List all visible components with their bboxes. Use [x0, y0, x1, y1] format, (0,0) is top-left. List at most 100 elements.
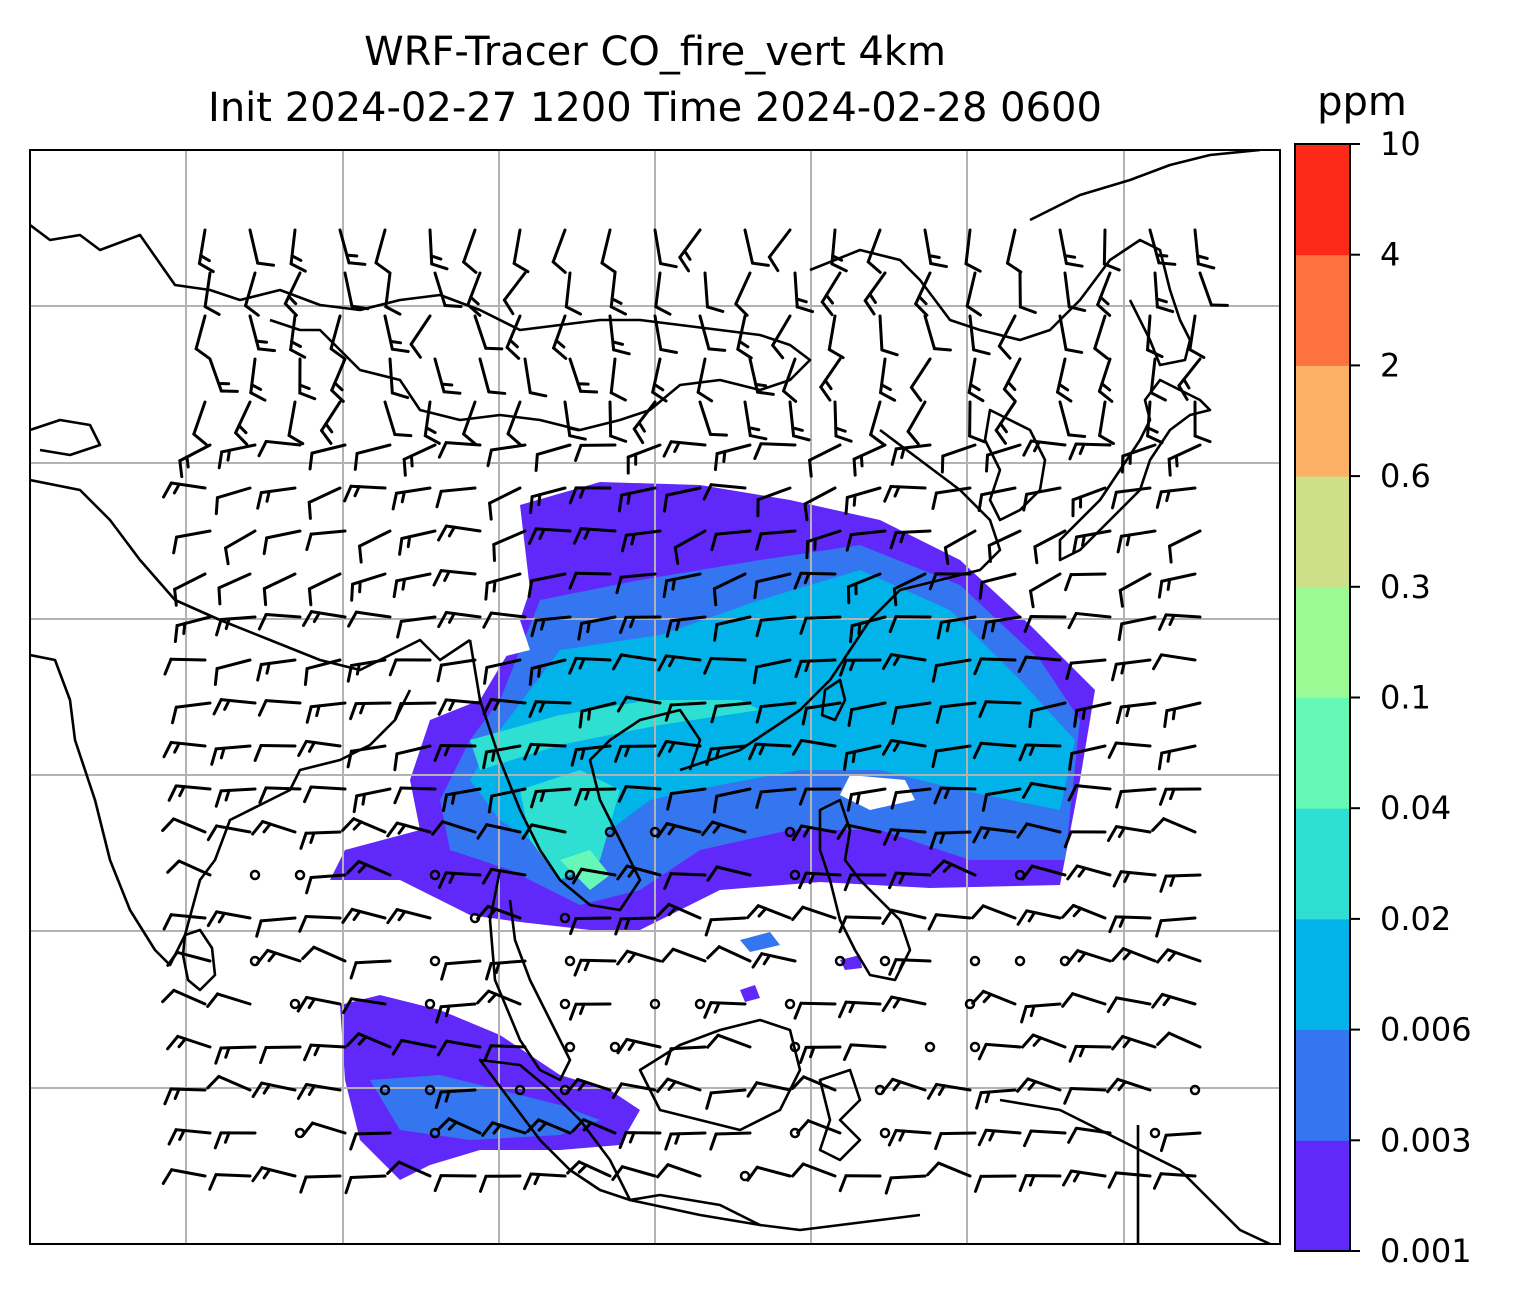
wind-barb: [1029, 1129, 1067, 1135]
wind-barb-flag: [587, 707, 592, 721]
wind-barb-flag: [429, 254, 443, 261]
wind-barb: [174, 701, 212, 709]
wind-barb: [669, 872, 707, 877]
wind-barb-flag: [796, 1119, 810, 1135]
wind-barb: [309, 1043, 347, 1049]
wind-barb-flag: [433, 1174, 443, 1193]
wind-barb-flag: [217, 450, 224, 470]
wind-barb: [580, 701, 617, 713]
wind-barb: [819, 357, 842, 389]
wind-barb: [984, 700, 1022, 705]
wind-barb: [890, 995, 927, 1006]
wind-barb-flag: [1072, 1170, 1081, 1183]
wind-barb-flag: [485, 962, 493, 981]
wind-barb-flag: [312, 611, 321, 624]
wind-barb: [716, 1033, 752, 1049]
wind-barb-flag: [208, 1173, 218, 1191]
wind-barb-flag: [443, 744, 451, 757]
wind-barb-flag: [654, 305, 672, 316]
wind-barb-flag: [1111, 947, 1125, 962]
wind-barb-flag: [568, 656, 578, 675]
wind-barb-flag: [173, 1087, 181, 1100]
wind-barb: [579, 867, 617, 877]
wind-barb-flag: [1102, 262, 1121, 272]
wind-barb: [307, 572, 342, 591]
wind-barb-flag: [667, 741, 676, 753]
wind-barb: [249, 357, 257, 395]
wind-barb: [850, 615, 887, 628]
wind-barb-flag: [568, 1002, 578, 1021]
wind-barb-flag: [570, 748, 578, 767]
wind-barb: [800, 824, 837, 834]
wind-barb-flag: [307, 740, 316, 753]
wind-barb: [530, 658, 567, 670]
wind-barb: [624, 695, 662, 705]
wind-barb: [1159, 486, 1197, 494]
wind-barb: [259, 486, 297, 495]
wind-barb-flag: [251, 820, 265, 836]
wind-barb-flag: [972, 348, 991, 356]
wind-barb: [244, 271, 257, 308]
wind-barb-flag: [329, 347, 346, 360]
wind-barb: [619, 653, 657, 662]
wind-barb: [512, 228, 522, 265]
wind-barb-flag: [616, 695, 628, 713]
wind-barb: [173, 572, 207, 591]
wind-barb-flag: [178, 459, 184, 479]
wind-barb: [987, 529, 1022, 547]
wind-barb-flag: [710, 704, 718, 724]
wind-barb: [217, 572, 252, 590]
wind-barb-flag: [577, 1163, 588, 1174]
wind-barb-flag: [678, 255, 691, 273]
wind-barb-flag: [255, 339, 269, 344]
wind-barb: [357, 1032, 392, 1049]
wind-barb: [310, 1121, 347, 1135]
wind-barb-flag: [1018, 743, 1028, 762]
wind-barb: [632, 400, 657, 431]
wind-barb: [310, 443, 347, 455]
wind-barb: [717, 945, 752, 963]
wind-barb: [265, 529, 302, 540]
wind-barb-flag: [166, 1034, 180, 1051]
wind-barb-flag: [893, 485, 901, 498]
wind-barb-flag: [880, 383, 892, 392]
wind-barb-flag: [262, 536, 269, 556]
wind-barb-flag: [1021, 1033, 1035, 1049]
wind-barb: [1075, 529, 1112, 539]
wind-barb: [756, 904, 792, 920]
wind-barb-flag: [313, 1044, 321, 1057]
wind-barb-flag: [162, 481, 173, 499]
wind-barb-flag: [217, 586, 222, 606]
wind-barb-flag: [406, 535, 412, 549]
wind-barb-flag: [940, 454, 945, 474]
wind-barb-flag: [909, 385, 923, 402]
wind-barb-flag: [931, 663, 938, 683]
wind-barb: [845, 823, 882, 834]
wind-barb: [259, 658, 297, 667]
wind-barb: [939, 786, 977, 791]
wind-barb: [799, 738, 837, 748]
wind-barb: [788, 400, 796, 438]
wind-barb-flag: [994, 428, 1007, 445]
wind-barb: [608, 314, 616, 352]
wind-barb-flag: [307, 997, 316, 1009]
wind-barb-flag: [386, 821, 399, 838]
wind-barb: [330, 357, 347, 392]
wind-barb-flag: [791, 738, 803, 756]
wind-barb-flag: [1122, 1037, 1132, 1049]
wind-barb-flag: [795, 297, 808, 304]
wind-barb-flag: [206, 910, 219, 928]
wind-barb-flag: [206, 1074, 221, 1090]
wind-barb-flag: [1167, 457, 1172, 477]
wind-barb: [803, 486, 837, 506]
wind-barb-flag: [657, 654, 668, 672]
wind-barb-flag: [805, 540, 810, 560]
wind-barb: [248, 314, 261, 351]
wind-barb: [1164, 613, 1202, 619]
wind-barb-flag: [614, 917, 623, 936]
wind-barb: [304, 1083, 342, 1092]
wind-barb: [1071, 903, 1107, 920]
wind-barb-flag: [618, 1131, 628, 1149]
wind-barb: [894, 871, 932, 877]
